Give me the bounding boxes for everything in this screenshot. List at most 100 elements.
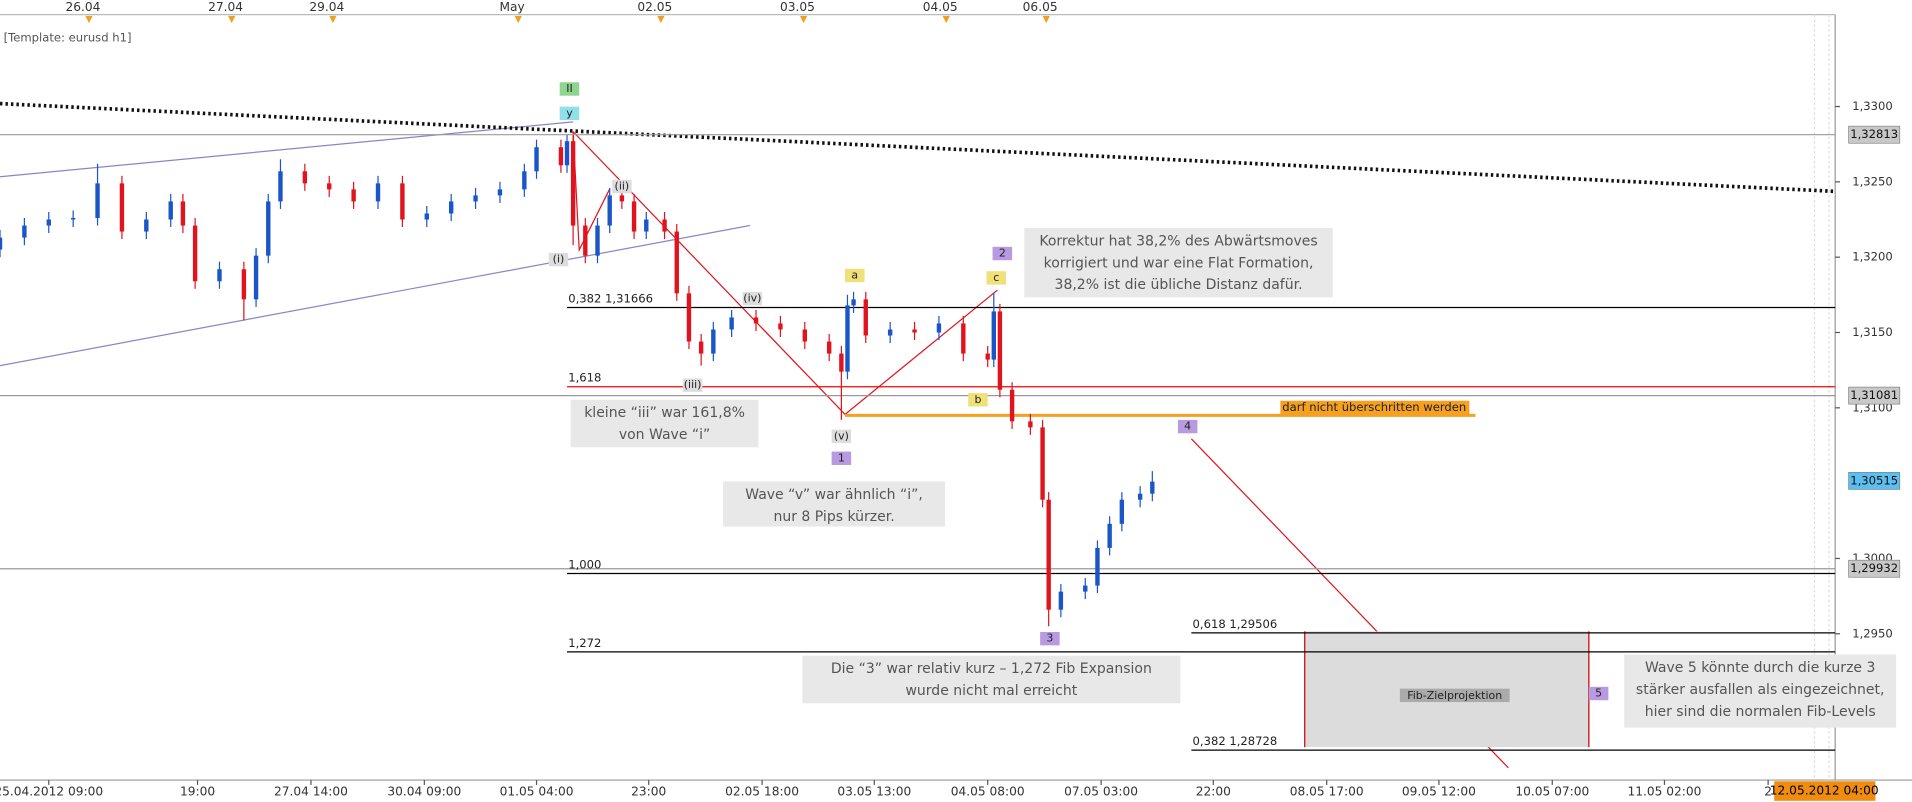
note-bg bbox=[1024, 227, 1333, 298]
period-marker bbox=[1042, 15, 1050, 24]
candle-body bbox=[607, 195, 612, 226]
candle-body bbox=[583, 225, 588, 256]
x-tick-label: 25.04.2012 09:00 bbox=[0, 785, 103, 799]
candle-body bbox=[327, 183, 332, 190]
candle-body bbox=[570, 141, 576, 226]
y-tick-label: 1,3250 bbox=[1852, 174, 1893, 188]
candle-body bbox=[192, 225, 198, 282]
x-tick-label: 30.04 09:00 bbox=[387, 785, 461, 799]
candle-body bbox=[1150, 481, 1155, 494]
note-text: Die “3” war relativ kurz – 1,272 Fib Exp… bbox=[831, 661, 1152, 677]
cursor-time-bg bbox=[1774, 781, 1876, 801]
wave-labels: II y (ii) (i) (iv) (iii) (v) 1 a c2 b 3 4 5 bbox=[548, 82, 1609, 701]
x-tick-label: 02.05 18:00 bbox=[725, 785, 799, 799]
wave-label-bg bbox=[742, 291, 763, 306]
note-text: hier sind die normalen Fib-Levels bbox=[1645, 704, 1876, 720]
trend-line bbox=[0, 101, 1836, 194]
price-tag-label: 1,29932 bbox=[1850, 561, 1898, 575]
note-bg bbox=[723, 481, 946, 527]
x-tick-label: 11.05 02:00 bbox=[1628, 785, 1702, 799]
x-tick-label: 19:00 bbox=[180, 785, 215, 799]
candle-body bbox=[253, 255, 259, 300]
template-label: [Template: eurusd h1] bbox=[4, 30, 132, 44]
wave-label: 1 bbox=[838, 451, 845, 464]
candle-body bbox=[70, 218, 76, 220]
top-tick-label: 06.05 bbox=[1023, 0, 1058, 14]
note-text: nur 8 Pips kürzer. bbox=[773, 509, 894, 525]
note-text: wurde nicht mal erreicht bbox=[905, 683, 1077, 699]
candle-body bbox=[0, 237, 3, 250]
limit-label: darf nicht überschritten werden bbox=[1282, 400, 1466, 414]
limit-label-bg bbox=[1280, 400, 1470, 415]
candle-body bbox=[534, 147, 539, 172]
candle-body bbox=[912, 329, 917, 333]
period-marker bbox=[514, 15, 522, 24]
note-text: Wave 5 könnte durch die kurze 3 bbox=[1645, 660, 1875, 676]
x-tick-label: 27.04 14:00 bbox=[274, 785, 348, 799]
candle-body bbox=[662, 219, 667, 232]
candle-body bbox=[424, 213, 429, 220]
candle-body bbox=[564, 141, 570, 166]
wave-label-bg bbox=[559, 106, 580, 121]
wave-label: (iv) bbox=[743, 292, 761, 305]
candle-body bbox=[278, 171, 283, 202]
candle-body bbox=[400, 183, 405, 220]
candle-body bbox=[1119, 499, 1125, 524]
candle-body bbox=[985, 353, 990, 360]
price-tag bbox=[1848, 559, 1901, 578]
wave-label: (ii) bbox=[615, 179, 630, 192]
note-text: korrigiert und war eine Flat Formation, bbox=[1044, 255, 1314, 271]
candle-body bbox=[1028, 421, 1033, 428]
candle-body bbox=[961, 323, 966, 354]
candle-body bbox=[936, 323, 942, 333]
candle-body bbox=[729, 317, 734, 330]
wave-label: II bbox=[566, 82, 572, 95]
top-tick-label: 27.04 bbox=[208, 0, 243, 14]
x-tick-label: 09.05 12:00 bbox=[1402, 785, 1476, 799]
fib-label: 0,618 1,29506 bbox=[1193, 617, 1278, 631]
candle-body bbox=[1083, 585, 1088, 592]
wave-label: (iii) bbox=[684, 378, 702, 391]
candle-body bbox=[1009, 389, 1015, 422]
candle-body bbox=[711, 329, 716, 354]
y-tick-label: 1,3150 bbox=[1852, 325, 1893, 339]
candle-body bbox=[1058, 591, 1064, 610]
wave-label-bg bbox=[1588, 686, 1609, 701]
top-tick-label: 02.05 bbox=[637, 0, 672, 14]
price-tag-label: 1,32813 bbox=[1850, 127, 1898, 141]
note-text: Korrektur hat 38,2% des Abwärtsmoves bbox=[1039, 233, 1317, 249]
candle-body bbox=[217, 269, 222, 282]
candle-body bbox=[595, 225, 600, 256]
candle-body bbox=[887, 329, 893, 336]
period-marker bbox=[657, 15, 665, 24]
candle-body bbox=[241, 269, 247, 300]
wave-label-bg bbox=[986, 271, 1006, 285]
price-tag bbox=[1848, 472, 1901, 490]
wave-label: 3 bbox=[1046, 632, 1053, 645]
y-tick-label: 1,2950 bbox=[1852, 626, 1893, 640]
candle-body bbox=[778, 323, 783, 330]
fib-levels: 0,382 1,31666 1,618 1,000 1,272 0,618 1,2950… bbox=[0, 134, 1836, 751]
candle-body bbox=[119, 183, 125, 232]
top-tick-label: May bbox=[500, 0, 525, 14]
note-bg bbox=[570, 399, 759, 448]
note-text: 38,2% ist die übliche Distanz dafür. bbox=[1055, 277, 1303, 293]
x-tick-label: 01.05 04:00 bbox=[500, 785, 574, 799]
y-tick-label: 1,3200 bbox=[1852, 250, 1893, 264]
fib-label: 0,382 1,28728 bbox=[1193, 734, 1278, 748]
notes: Korrektur hat 38,2% des Abwärtsmoves korr… bbox=[570, 227, 1897, 728]
candle-body bbox=[826, 341, 832, 354]
candle-body bbox=[839, 353, 844, 372]
wave-label: (v) bbox=[834, 429, 849, 442]
wave-label: b bbox=[974, 393, 981, 406]
candle-body bbox=[497, 189, 503, 196]
top-tick-label: 29.04 bbox=[309, 0, 344, 14]
wave-label: c bbox=[993, 271, 999, 284]
candle-body bbox=[644, 219, 649, 232]
fib-label: 1,272 bbox=[568, 636, 601, 650]
fib-label: 1,000 bbox=[568, 558, 601, 572]
x-tick-label: 10.05 07:00 bbox=[1515, 785, 1589, 799]
wave-label: 5 bbox=[1595, 687, 1602, 700]
candle-body bbox=[266, 201, 271, 256]
